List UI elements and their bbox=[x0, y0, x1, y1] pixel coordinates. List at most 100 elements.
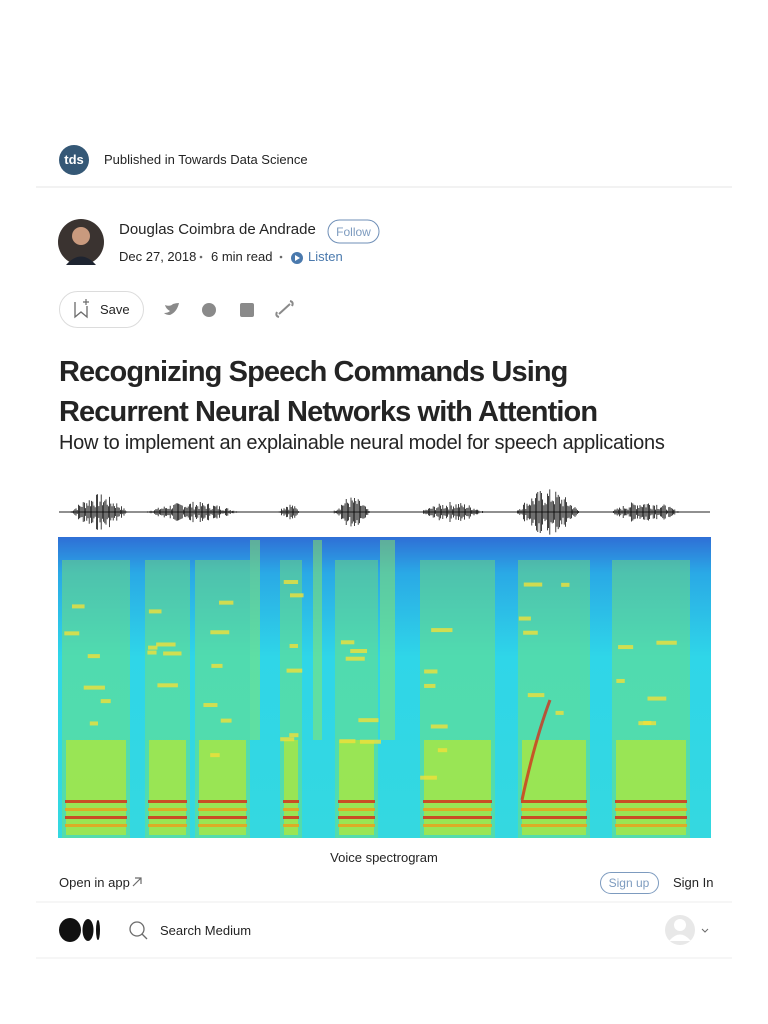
formant bbox=[656, 640, 677, 645]
waveform bbox=[59, 489, 710, 535]
save-label[interactable]: Save bbox=[100, 302, 130, 317]
sign-up[interactable]: Sign up bbox=[608, 876, 650, 890]
energy-band bbox=[149, 740, 186, 835]
sign-in[interactable]: Sign In bbox=[673, 875, 714, 890]
formant bbox=[647, 696, 667, 701]
harmonic bbox=[283, 800, 299, 803]
formant bbox=[616, 678, 625, 683]
harmonic bbox=[423, 824, 492, 827]
follow-button[interactable] bbox=[327, 219, 380, 244]
formant bbox=[156, 642, 176, 647]
plus-icon bbox=[83, 299, 89, 305]
open-in-app[interactable]: Open in app bbox=[59, 875, 130, 890]
harmonic bbox=[198, 824, 247, 827]
energy-band bbox=[339, 740, 374, 835]
harmonic bbox=[521, 816, 587, 819]
user-avatar bbox=[674, 919, 686, 931]
link-icon[interactable] bbox=[275, 300, 294, 318]
harmonic bbox=[283, 808, 299, 811]
formant bbox=[147, 650, 157, 655]
harmonic bbox=[615, 824, 687, 827]
harmonic bbox=[338, 808, 375, 811]
separator-dot bbox=[199, 255, 203, 259]
formant bbox=[219, 600, 234, 605]
follow-label[interactable]: Follow bbox=[336, 225, 371, 239]
facebook-icon[interactable] bbox=[202, 303, 216, 317]
formant bbox=[424, 683, 436, 688]
linkedin-icon[interactable] bbox=[240, 303, 254, 317]
harmonic bbox=[148, 808, 187, 811]
search-icon[interactable] bbox=[129, 921, 145, 937]
formant bbox=[83, 685, 105, 690]
formant bbox=[289, 643, 298, 648]
save-button[interactable] bbox=[59, 291, 144, 328]
harmonic bbox=[198, 808, 247, 811]
harmonic bbox=[423, 808, 492, 811]
harmonic bbox=[615, 816, 687, 819]
sign-up-button[interactable] bbox=[600, 872, 659, 894]
harmonic bbox=[521, 800, 587, 803]
formant bbox=[157, 683, 178, 688]
avatar-face bbox=[72, 227, 90, 245]
twitter-icon[interactable] bbox=[164, 303, 179, 315]
listen-label[interactable]: Listen bbox=[308, 249, 343, 264]
harmonic bbox=[65, 824, 127, 827]
formant bbox=[148, 609, 162, 614]
energy-band bbox=[199, 740, 246, 835]
harmonic bbox=[521, 808, 587, 811]
formant bbox=[210, 753, 220, 758]
chevron[interactable] bbox=[701, 928, 709, 933]
formant bbox=[280, 737, 295, 742]
formant bbox=[289, 593, 304, 598]
harmonic bbox=[615, 808, 687, 811]
harmonic bbox=[283, 824, 299, 827]
formant bbox=[358, 718, 379, 723]
energy-band bbox=[313, 540, 322, 740]
harmonic bbox=[338, 800, 375, 803]
formant bbox=[220, 718, 232, 723]
formant bbox=[72, 604, 85, 609]
formant bbox=[437, 748, 448, 753]
harmonic bbox=[65, 808, 127, 811]
separator-dot bbox=[279, 255, 283, 259]
energy-band bbox=[250, 540, 260, 740]
formant bbox=[561, 582, 570, 587]
formant bbox=[523, 630, 538, 635]
formant bbox=[89, 721, 98, 726]
formant bbox=[345, 656, 365, 661]
medium-logo[interactable] bbox=[59, 918, 81, 942]
harmonic bbox=[338, 816, 375, 819]
formant bbox=[289, 733, 299, 738]
formant bbox=[555, 710, 564, 715]
harmonic bbox=[423, 800, 492, 803]
user-avatar bbox=[669, 934, 691, 941]
formant bbox=[283, 580, 299, 585]
harmonic bbox=[198, 800, 247, 803]
formant bbox=[163, 651, 182, 656]
image-caption: Voice spectrogram bbox=[330, 850, 438, 865]
harmonic bbox=[148, 824, 187, 827]
author-name[interactable]: Douglas Coimbra de Andrade bbox=[119, 221, 316, 238]
medium-logo bbox=[82, 919, 94, 941]
formant bbox=[359, 739, 381, 744]
publication-logo[interactable] bbox=[59, 145, 89, 175]
play-glyph bbox=[295, 255, 300, 261]
formant bbox=[523, 582, 543, 587]
formant bbox=[643, 720, 652, 725]
search-icon bbox=[141, 933, 148, 940]
harmonic bbox=[423, 816, 492, 819]
harmonic bbox=[148, 816, 187, 819]
search-placeholder[interactable]: Search Medium bbox=[160, 923, 252, 938]
harmonic bbox=[65, 800, 127, 803]
formant bbox=[100, 699, 111, 704]
energy-band bbox=[616, 740, 686, 835]
harmonic bbox=[338, 824, 375, 827]
formant bbox=[340, 640, 355, 645]
publication-label[interactable]: Published in Towards Data Science bbox=[104, 152, 308, 167]
formant bbox=[286, 668, 303, 673]
waveform-trace bbox=[70, 489, 680, 535]
avatar-suit bbox=[66, 256, 96, 265]
bookmark-icon bbox=[74, 302, 88, 319]
